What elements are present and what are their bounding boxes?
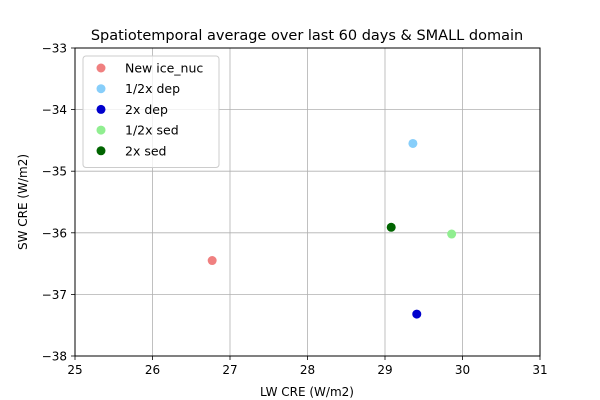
legend-label: 1/2x dep: [125, 81, 180, 96]
scatter-point: [408, 138, 418, 148]
x-tick-label: 28: [300, 363, 315, 377]
y-tick-label: −35: [42, 165, 67, 179]
scatter-point: [386, 222, 396, 232]
x-tick-label: 25: [67, 363, 82, 377]
y-tick-label: −38: [42, 350, 67, 364]
legend-marker: [96, 125, 106, 135]
legend-label: New ice_nuc: [125, 61, 203, 76]
axis-ticks: 25 26 27 28 29 30 31 −38 −37 −36 −35 −34 −33: [42, 42, 548, 378]
x-tick-label: 26: [145, 363, 160, 377]
legend-marker: [96, 146, 106, 156]
legend-marker: [96, 104, 106, 114]
y-axis-label: SW CRE (W/m2): [16, 154, 30, 250]
x-tick-label: 27: [222, 363, 237, 377]
scatter-point: [447, 229, 457, 239]
scatter-point: [412, 309, 422, 319]
y-tick-label: −36: [42, 226, 67, 240]
plot-frame: [74, 47, 541, 357]
data-points: [207, 138, 457, 319]
x-tick-label: 29: [377, 363, 392, 377]
x-tick-label: 31: [532, 363, 547, 377]
legend: New ice_nuc 1/2x dep 2x dep 1/2x sed 2x sed: [82, 55, 220, 168]
y-tick-label: −33: [42, 42, 67, 56]
legend-label: 2x sed: [125, 143, 166, 158]
y-tick-label: −37: [42, 288, 67, 302]
chart-title: Spatiotemporal average over last 60 days…: [91, 28, 523, 44]
legend-box: [82, 55, 220, 168]
legend-marker: [96, 84, 106, 94]
legend-label: 2x dep: [125, 102, 168, 117]
legend-label: 1/2x sed: [125, 123, 179, 138]
x-axis-label: LW CRE (W/m2): [260, 385, 354, 399]
scatter-point: [207, 256, 217, 266]
legend-marker: [96, 63, 106, 73]
y-tick-label: −34: [42, 103, 67, 117]
x-tick-label: 30: [455, 363, 470, 377]
